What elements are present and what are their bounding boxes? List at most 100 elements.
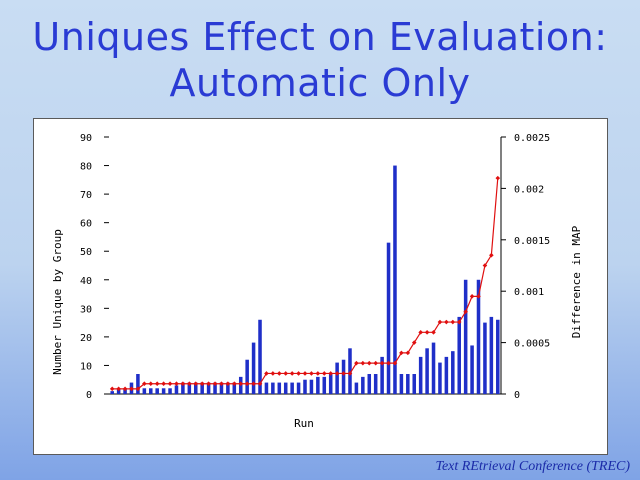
- bar: [155, 388, 159, 394]
- bar-series: [110, 165, 500, 394]
- bar: [168, 388, 172, 394]
- y2-tick-label: 0: [514, 390, 520, 401]
- bar: [470, 345, 474, 394]
- bar: [290, 382, 294, 394]
- line-point: [456, 319, 462, 325]
- bar: [399, 374, 404, 394]
- line-point: [309, 371, 314, 376]
- line-point: [354, 360, 359, 366]
- bar: [296, 382, 301, 394]
- line-point: [489, 252, 494, 258]
- bar: [277, 382, 282, 394]
- y-tick-label: 80: [80, 162, 92, 173]
- line-point: [206, 381, 211, 387]
- chart-svg: 0 10 20 30 40 50 60 70 80 90 0 0.0005 0.001 0.0015 0.…: [51, 133, 583, 430]
- line-point: [244, 381, 250, 387]
- line-point: [116, 386, 121, 392]
- bar: [380, 356, 384, 394]
- bar: [161, 388, 166, 394]
- line-point: [373, 360, 378, 366]
- line-point: [238, 381, 244, 387]
- bar: [226, 382, 230, 394]
- line-point: [405, 350, 411, 356]
- line-point: [495, 175, 501, 181]
- bar: [341, 359, 346, 394]
- line-point: [411, 340, 417, 345]
- line-point: [193, 381, 199, 387]
- line-point: [154, 381, 160, 387]
- line-point: [463, 309, 468, 315]
- bar: [264, 382, 269, 394]
- line-point: [167, 381, 173, 387]
- bar: [328, 374, 333, 394]
- right-axis: 0 0.0005 0.001 0.0015 0.002 0.0025: [500, 133, 550, 401]
- line-point: [437, 319, 443, 325]
- bar: [136, 374, 140, 394]
- line-point: [283, 371, 289, 376]
- y-tick-label: 70: [80, 190, 92, 201]
- line-point: [232, 381, 237, 387]
- line-point: [328, 371, 333, 376]
- footer-text: Text REtrieval Conference (TREC): [435, 459, 630, 474]
- bar: [283, 382, 288, 394]
- line-point: [225, 381, 231, 387]
- bar: [245, 359, 249, 394]
- y-tick-label: 90: [80, 133, 92, 144]
- y2-tick-label: 0.002: [514, 184, 544, 195]
- bar: [476, 279, 481, 394]
- line-point: [277, 371, 282, 376]
- line-point: [251, 381, 256, 387]
- y-tick-label: 30: [80, 304, 92, 315]
- bar: [412, 374, 417, 394]
- line-point: [148, 381, 154, 387]
- y2-axis-label: Difference in MAP: [570, 225, 583, 338]
- map-difference-line: [112, 178, 499, 390]
- line-point: [264, 371, 269, 376]
- line-point: [321, 371, 327, 376]
- title-line-2: Automatic Only: [169, 61, 471, 105]
- y2-tick-label: 0.0025: [514, 133, 550, 144]
- bar: [309, 379, 314, 394]
- y-axis-label: Number Unique by Group: [51, 229, 64, 375]
- line-point: [257, 381, 263, 387]
- chart-panel: 0 10 20 30 40 50 60 70 80 90 0 0.0005 0.001 0.0015 0.…: [33, 118, 608, 455]
- bar: [219, 382, 224, 394]
- bar: [258, 319, 262, 394]
- line-point: [302, 371, 308, 376]
- line-point: [142, 381, 147, 387]
- bar: [386, 242, 391, 394]
- y-tick-label: 60: [80, 219, 92, 230]
- line-point: [334, 371, 340, 376]
- bar: [200, 382, 204, 394]
- line-point: [476, 294, 481, 299]
- line-point: [161, 381, 166, 387]
- line-point: [174, 381, 179, 387]
- line-point: [296, 371, 301, 376]
- line-point: [219, 381, 224, 387]
- bar: [444, 356, 449, 394]
- y2-tick-label: 0.001: [514, 287, 544, 298]
- title-line-1: Uniques Effect on Evaluation:: [32, 15, 608, 59]
- line-point: [379, 360, 385, 366]
- bar: [174, 385, 179, 394]
- bar: [213, 382, 217, 394]
- line-point: [360, 360, 366, 366]
- y2-tick-label: 0.0005: [514, 339, 550, 350]
- bar: [373, 374, 378, 394]
- bar: [251, 342, 256, 394]
- bar: [271, 382, 275, 394]
- y2-tick-label: 0.0015: [514, 236, 550, 247]
- line-point: [341, 371, 346, 376]
- bar: [425, 348, 429, 394]
- bar: [463, 279, 468, 394]
- bar: [483, 322, 487, 394]
- line-point: [366, 360, 372, 366]
- line-point: [482, 263, 488, 268]
- bar: [335, 362, 339, 394]
- bar: [232, 382, 237, 394]
- line-point: [392, 360, 398, 366]
- line-point: [270, 371, 276, 376]
- line-point: [418, 330, 423, 335]
- y-tick-label: 20: [80, 333, 92, 344]
- line-point: [199, 381, 205, 387]
